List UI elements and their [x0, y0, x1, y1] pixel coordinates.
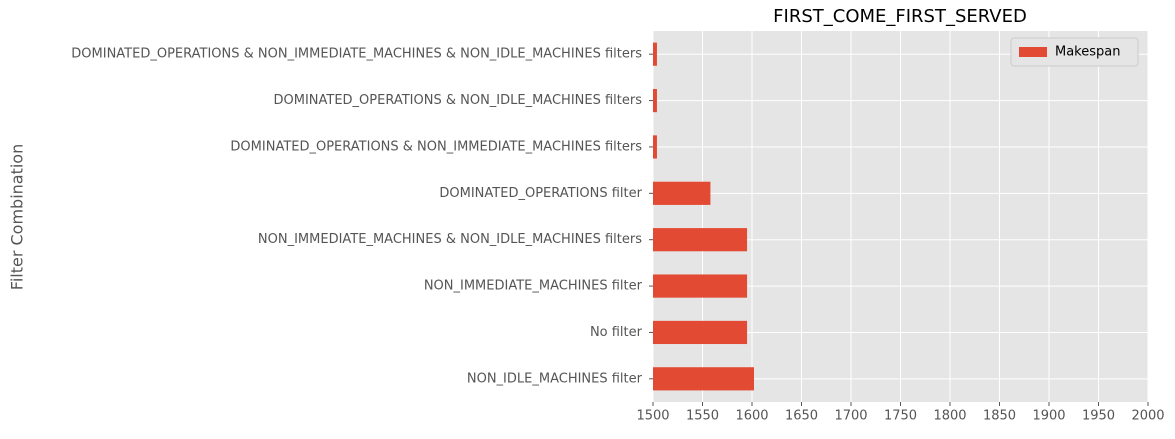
y-tick-label: DOMINATED_OPERATIONS & NON_IMMEDIATE_MAC… — [71, 47, 642, 62]
y-tick-label: DOMINATED_OPERATIONS & NON_IDLE_MACHINES… — [273, 93, 642, 108]
y-axis-label: Filter Combination — [8, 144, 27, 290]
y-tick-label: NON_IDLE_MACHINES filter — [467, 371, 643, 386]
bar — [653, 320, 748, 345]
y-tick-label: NON_IMMEDIATE_MACHINES filter — [424, 279, 643, 294]
x-tick-label: 1550 — [686, 409, 719, 424]
chart-title: FIRST_COME_FIRST_SERVED — [773, 6, 1027, 27]
bar — [653, 274, 748, 298]
legend-label: Makespan — [1055, 45, 1120, 60]
x-tick-label: 2000 — [1131, 409, 1164, 424]
x-tick-label: 1750 — [884, 409, 917, 424]
bar — [653, 88, 657, 113]
y-tick-label: DOMINATED_OPERATIONS & NON_IMMEDIATE_MAC… — [230, 139, 642, 154]
bar — [653, 181, 711, 205]
x-tick-label: 1500 — [636, 409, 669, 424]
legend-swatch — [1019, 47, 1047, 57]
bar — [653, 367, 754, 391]
x-tick-label: 1800 — [933, 409, 966, 424]
x-tick-label: 1850 — [983, 409, 1016, 424]
x-tick-label: 1700 — [834, 409, 867, 424]
x-tick-label: 1600 — [735, 409, 768, 424]
y-tick-label: No filter — [590, 325, 643, 340]
bar — [653, 42, 657, 66]
bar — [653, 135, 657, 159]
legend-box — [1010, 37, 1139, 67]
bar — [653, 228, 748, 252]
y-tick-label: NON_IMMEDIATE_MACHINES & NON_IDLE_MACHIN… — [258, 232, 642, 247]
x-tick-label: 1900 — [1032, 409, 1065, 424]
x-tick-label: 1950 — [1082, 409, 1115, 424]
y-tick-label: DOMINATED_OPERATIONS filter — [439, 186, 642, 201]
x-tick-label: 1650 — [785, 409, 818, 424]
